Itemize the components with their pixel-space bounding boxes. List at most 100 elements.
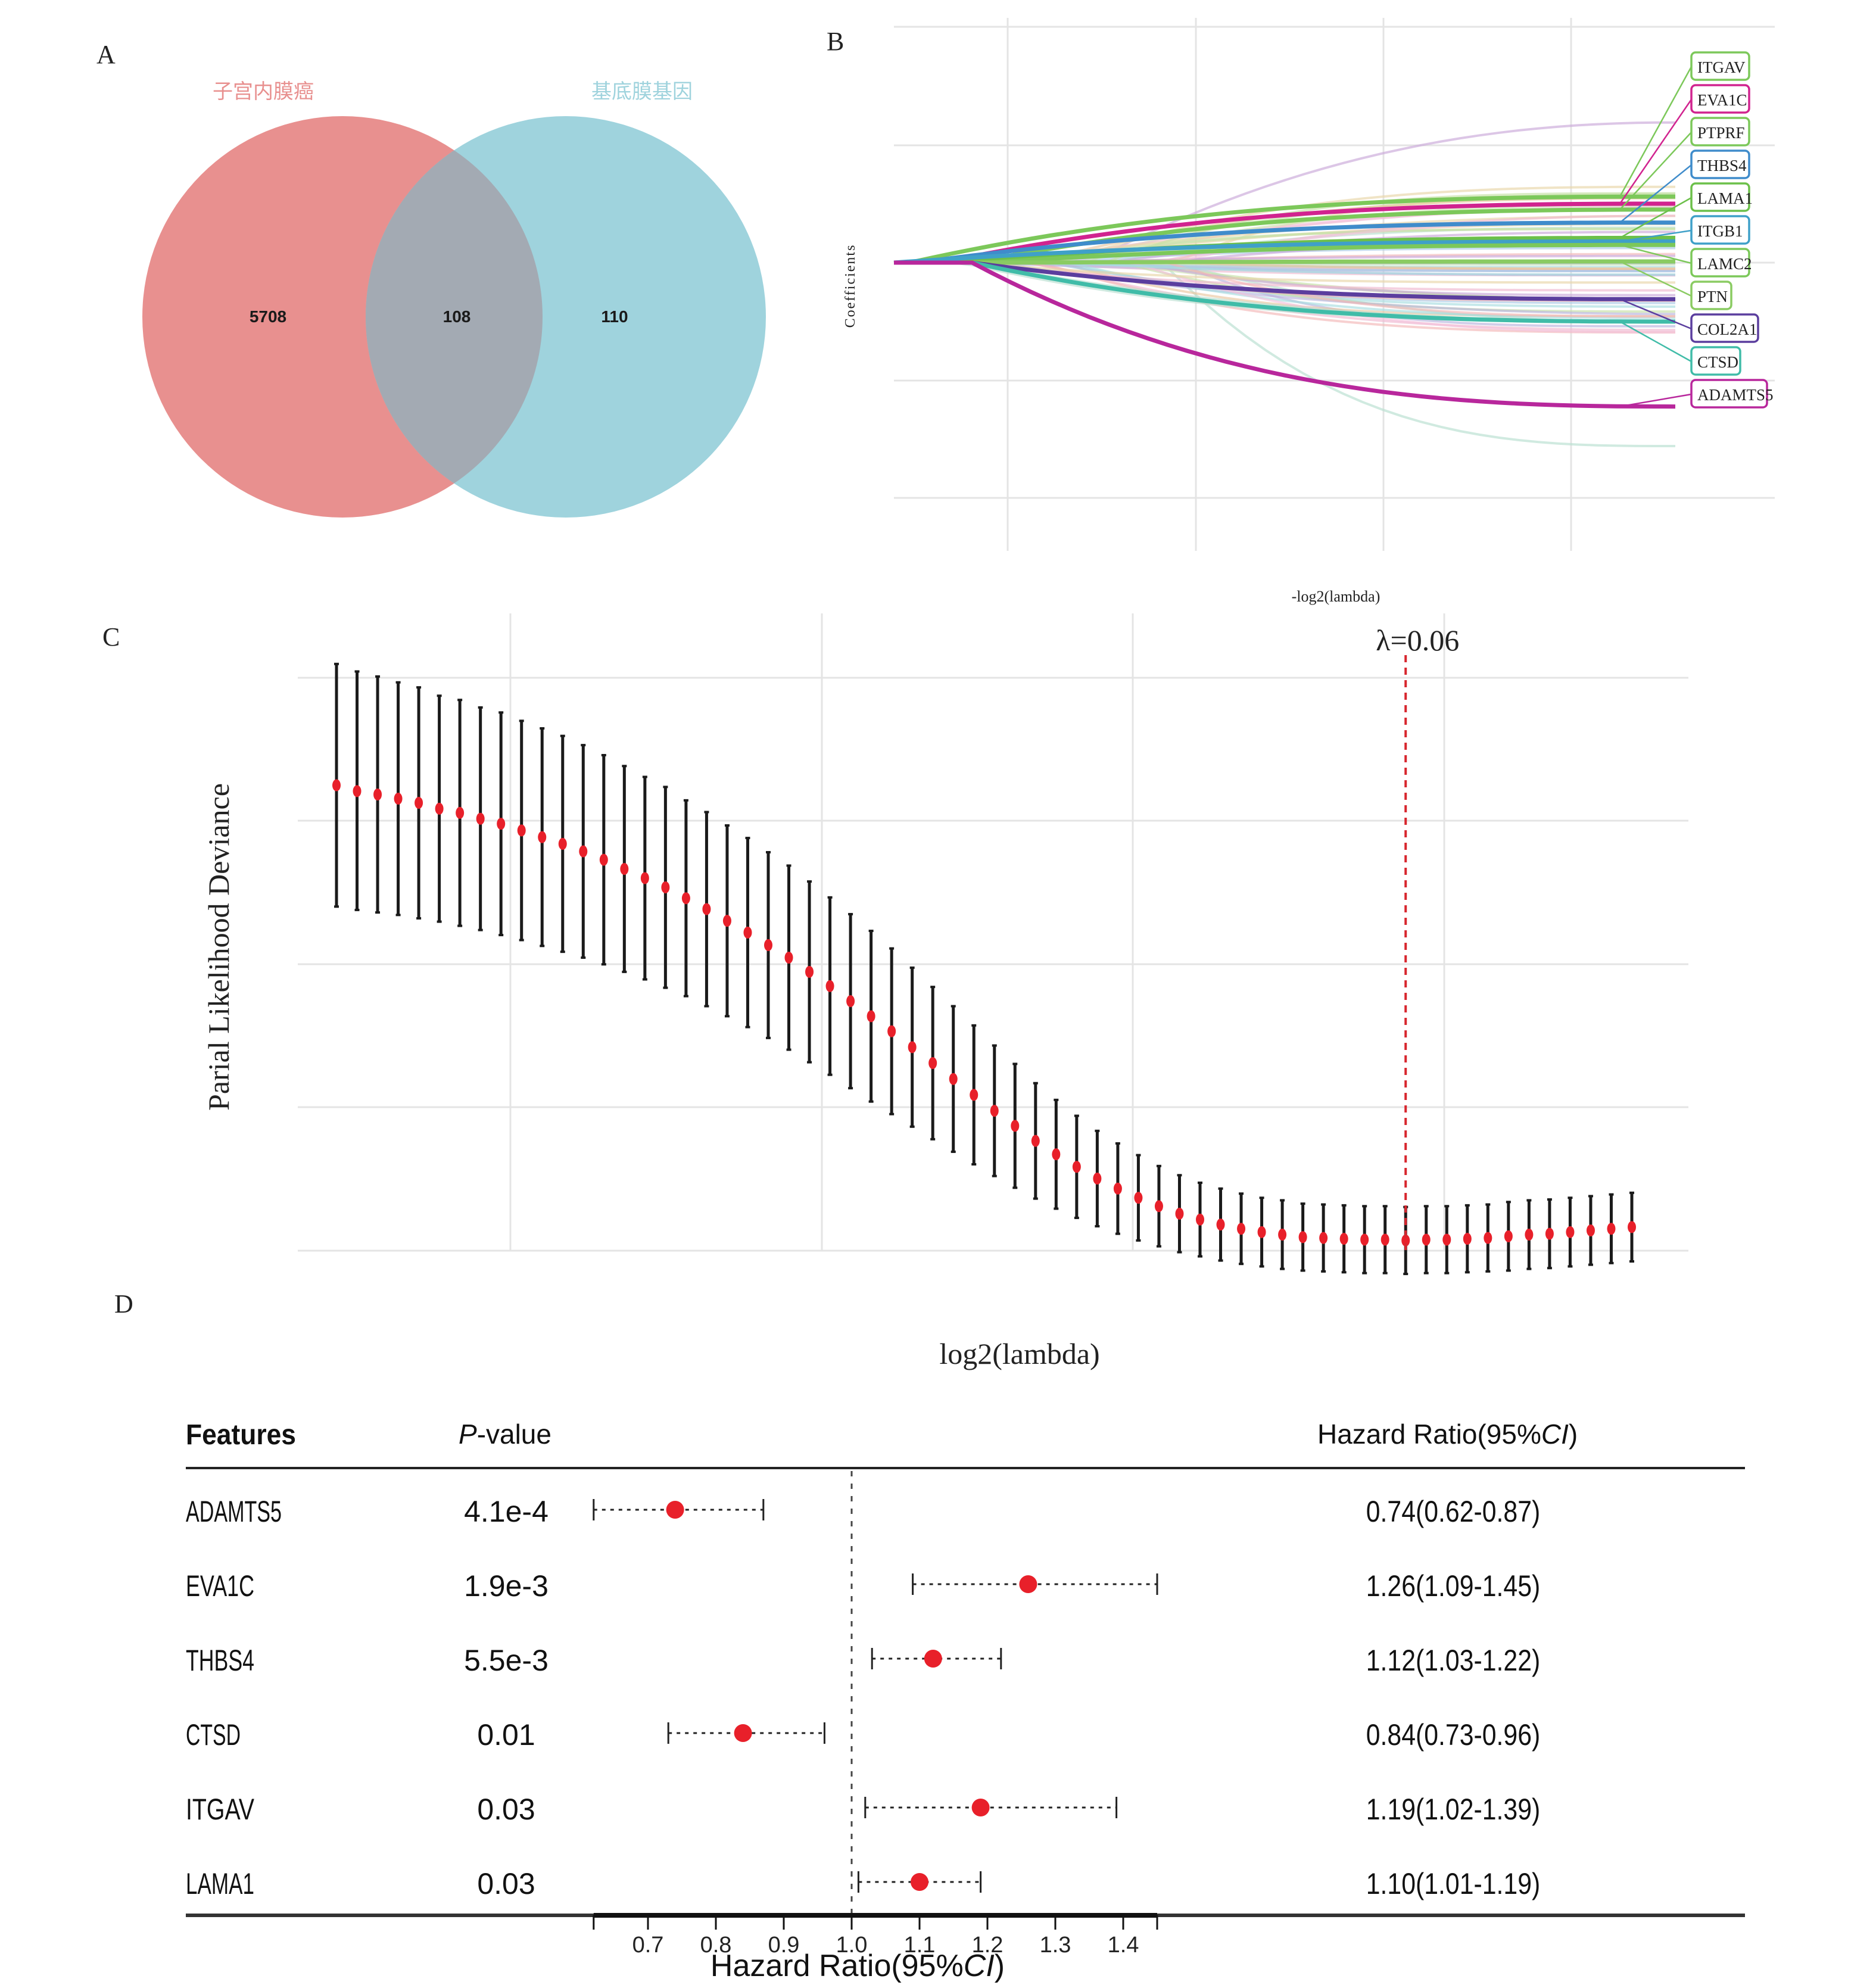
- c-error-bar: [517, 719, 526, 942]
- forest-pvalue: 0.03: [477, 1867, 535, 1900]
- forest-axis-tick-label: 1.1: [904, 1933, 936, 1958]
- c-mean-point: [1093, 1172, 1102, 1185]
- c-mean-point: [990, 1105, 999, 1117]
- forest-feature: EVA1C: [186, 1569, 254, 1603]
- forest-plot: Features P-value Hazard Ratio(95%CI) ADA…: [186, 1419, 1745, 1983]
- d-header-hr-close: ): [1569, 1419, 1578, 1450]
- b-gene-label-box: [1690, 182, 1750, 212]
- c-mean-point: [928, 1057, 937, 1070]
- c-error-bar: [1072, 1114, 1081, 1219]
- forest-row: LAMA1 0.03 1.10(1.01-1.19): [186, 1867, 1540, 1900]
- b-gene-label-box: [1690, 84, 1750, 114]
- b-gene-label: LAMC2: [1697, 255, 1752, 273]
- panel-label-a: A: [96, 40, 116, 69]
- c-mean-point: [1298, 1231, 1307, 1244]
- forest-axis-tick-label: 0.9: [768, 1933, 800, 1958]
- forest-feature: THBS4: [186, 1644, 254, 1677]
- b-label-leader: [1619, 197, 1692, 239]
- c-mean-point: [1628, 1221, 1636, 1233]
- b-gene-label-box: [1690, 248, 1750, 278]
- b-gene-label-box: [1690, 215, 1750, 245]
- c-mean-point: [1154, 1200, 1163, 1213]
- b-path-itgb1: [893, 239, 1675, 265]
- b-path-col2a1: [894, 260, 1675, 301]
- c-mean-point: [1278, 1229, 1287, 1241]
- c-error-bar: [1360, 1205, 1369, 1274]
- d-x-axis-label-prefix: Hazard Ratio(95%: [710, 1949, 964, 1983]
- c-mean-point: [1566, 1226, 1575, 1238]
- c-error-bar: [1463, 1204, 1472, 1274]
- b-label-leader: [1619, 393, 1692, 407]
- c-mean-point: [579, 845, 588, 858]
- venn-count-left: 5708: [250, 307, 286, 326]
- venn-diagram: 子宫内膜癌 基底膜基因 5708 108 110: [142, 80, 766, 518]
- b-path-ctsd: [894, 260, 1675, 324]
- b-background-path: [894, 261, 1675, 284]
- c-y-axis-label: Parial Likelihood Deviance: [202, 783, 235, 1111]
- forest-hr-text: 0.84(0.73-0.96): [1366, 1718, 1541, 1752]
- b-gene-label: ADAMTS5: [1697, 386, 1774, 404]
- c-mean-point: [1031, 1135, 1040, 1147]
- c-mean-point: [970, 1089, 978, 1101]
- c-error-bar: [825, 896, 834, 1076]
- c-mean-point: [640, 872, 649, 884]
- c-mean-point: [1011, 1120, 1020, 1132]
- c-mean-point: [805, 965, 814, 978]
- c-error-bar: [1052, 1098, 1061, 1210]
- c-error-bar: [681, 799, 690, 998]
- c-error-bar: [1504, 1201, 1513, 1272]
- c-error-bar: [1607, 1193, 1616, 1264]
- d-header-pvalue-rest: -value: [477, 1419, 551, 1450]
- c-error-bar: [1257, 1196, 1266, 1268]
- c-error-bar: [373, 675, 382, 914]
- forest-point: [1019, 1575, 1037, 1593]
- c-error-bar: [332, 662, 341, 908]
- b-gene-label: LAMA1: [1697, 189, 1753, 207]
- c-mean-point: [949, 1073, 958, 1085]
- forest-hr-text: 1.10(1.01-1.19): [1366, 1867, 1541, 1900]
- c-lambda-annotation: λ=0.06: [1376, 624, 1459, 657]
- b-path-itgav: [893, 194, 1675, 265]
- c-mean-point: [867, 1010, 875, 1023]
- c-error-bar: [538, 727, 547, 948]
- c-mean-point: [1380, 1233, 1389, 1246]
- b-x-axis-label: -log2(lambda): [1292, 588, 1380, 605]
- c-error-bar: [990, 1044, 999, 1177]
- c-mean-point: [764, 939, 772, 951]
- c-error-bar: [599, 753, 608, 966]
- c-error-bar: [805, 880, 814, 1064]
- b-gene-label: PTPRF: [1697, 124, 1745, 142]
- forest-point: [666, 1501, 684, 1519]
- forest-axis-tick-label: 1.4: [1108, 1933, 1139, 1958]
- c-error-bar: [497, 711, 506, 937]
- c-error-bar: [722, 824, 731, 1018]
- forest-pvalue: 0.01: [477, 1718, 535, 1752]
- c-mean-point: [1442, 1233, 1451, 1246]
- d-x-axis-label-italic: CI: [964, 1949, 995, 1983]
- c-mean-point: [1175, 1207, 1184, 1220]
- c-mean-point: [1586, 1224, 1595, 1237]
- c-mean-point: [415, 797, 423, 809]
- forest-feature: LAMA1: [186, 1867, 254, 1900]
- c-error-bar: [784, 864, 793, 1051]
- forest-feature: ITGAV: [186, 1793, 254, 1826]
- forest-pvalue: 0.03: [477, 1793, 535, 1826]
- c-error-bar: [1113, 1142, 1122, 1235]
- b-label-leader: [1619, 132, 1692, 210]
- c-error-bar: [1093, 1129, 1102, 1227]
- c-mean-point: [1134, 1192, 1143, 1204]
- b-label-leader: [1619, 298, 1692, 330]
- d-x-axis-label: Hazard Ratio(95%CI): [710, 1949, 1005, 1983]
- c-mean-point: [558, 837, 567, 850]
- c-error-bar: [620, 765, 629, 973]
- c-mean-point: [702, 903, 711, 915]
- b-label-leader: [1619, 164, 1692, 223]
- c-error-bar: [867, 930, 875, 1103]
- c-error-bar: [949, 1005, 958, 1153]
- c-error-bar: [476, 706, 485, 931]
- forest-point: [971, 1799, 990, 1816]
- c-mean-point: [1525, 1229, 1534, 1241]
- c-error-bar: [743, 837, 752, 1029]
- c-error-bars: [332, 662, 1636, 1276]
